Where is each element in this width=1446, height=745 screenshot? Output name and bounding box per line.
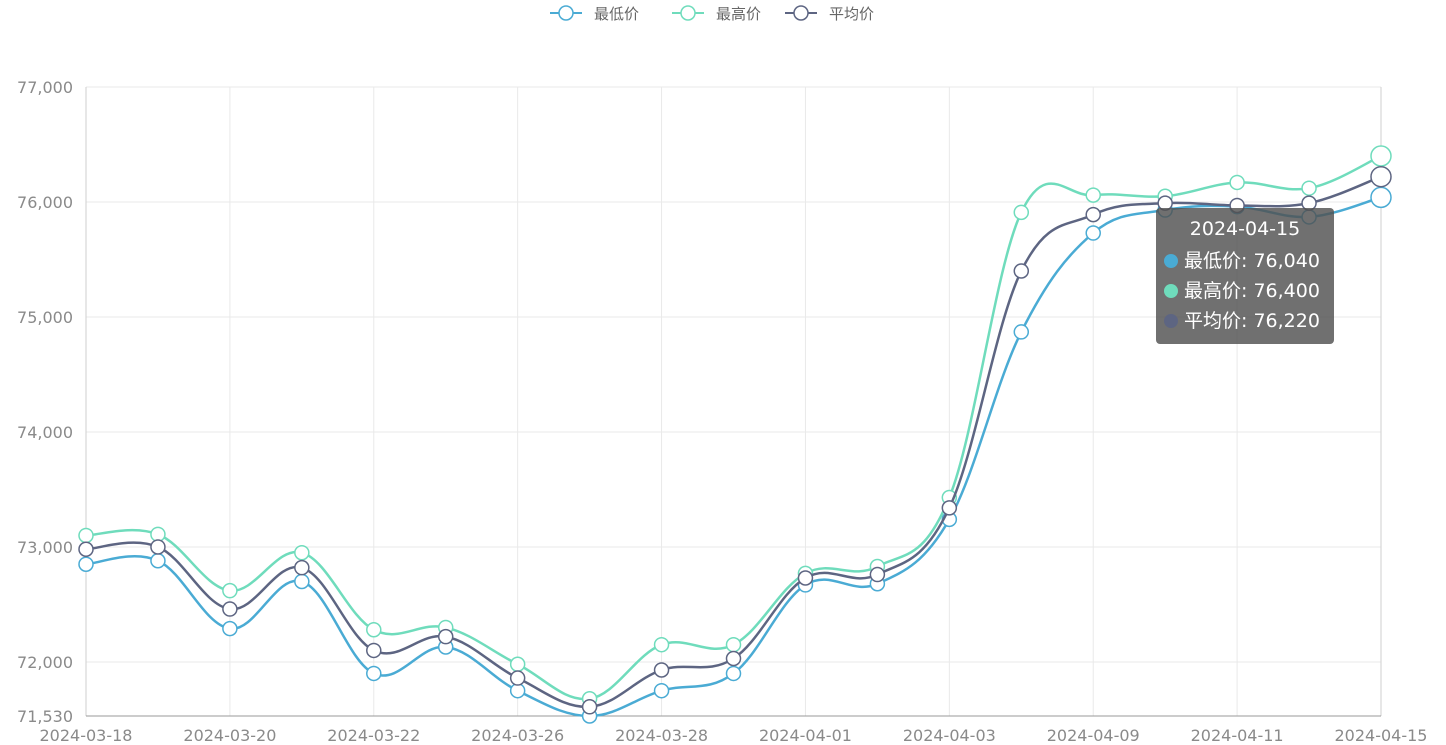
data-point-avg [509,670,526,686]
data-point-avg [581,699,598,715]
legend-label-avg: 平均价 [829,5,874,23]
legend-label-low: 最低价 [594,5,639,23]
data-point-avg [78,541,94,558]
tooltip: 2024-04-15 最低价: 76,040 最高价: 76,400 平均价: … [1156,208,1334,344]
tooltip-row-avg: 平均价: 76,220 [1164,306,1326,336]
data-point-high [294,544,310,561]
y-tick-label: 74,000 [17,423,73,442]
x-tick-label: 2024-04-09 [1047,726,1140,745]
data-point-low [150,553,166,569]
data-point-low [78,556,94,572]
data-point-avg [725,650,742,667]
y-tick-label: 71,530 [17,707,73,726]
data-point-high [1085,187,1101,203]
tooltip-row-avg-text: 平均价: 76,220 [1184,310,1320,332]
legend-item-high[interactable]: 最高价 [672,5,761,23]
x-tick-label: 2024-04-01 [759,726,852,745]
y-tick-label: 76,000 [17,193,73,212]
legend[interactable]: 最低价 最高价 平均价 [550,5,874,23]
legend-item-avg[interactable]: 平均价 [785,5,874,23]
data-point-low [222,620,238,637]
tooltip-dot-avg [1164,314,1178,328]
data-point-high [1301,180,1317,196]
data-point-high [509,656,526,673]
data-point-avg [941,500,958,516]
x-tick-label: 2024-03-28 [615,726,708,745]
y-tick-label: 72,000 [17,653,73,672]
y-tick-label: 77,000 [17,78,73,97]
x-tick-label: 2024-03-26 [471,726,564,745]
legend-label-high: 最高价 [716,5,761,23]
x-tick-label: 2024-03-22 [327,726,420,745]
data-point-high [725,636,742,653]
tooltip-row-low-text: 最低价: 76,040 [1184,250,1320,272]
data-point-avg [797,570,814,586]
legend-item-low[interactable]: 最低价 [550,5,639,23]
x-tick-label: 2024-04-15 [1335,726,1428,745]
legend-circle-icon [793,5,809,21]
data-point-low [653,682,670,699]
tooltip-row-high-text: 最高价: 76,400 [1184,280,1320,302]
y-tick-label: 73,000 [17,538,73,557]
grid-lines [85,86,1382,716]
data-point-avg [437,628,454,645]
data-point-high [78,527,94,544]
data-point-avg [653,662,670,678]
x-tick-label: 2024-03-20 [183,726,276,745]
legend-circle-icon [558,5,574,21]
tooltip-dot-low [1164,254,1178,268]
series-layer [78,145,1392,724]
data-point-high [653,636,670,653]
data-point-avg [869,566,886,583]
x-tick-label: 2024-03-18 [40,726,133,745]
legend-circle-icon [680,5,696,21]
data-point-high [366,622,382,638]
data-point-high [1370,145,1392,167]
x-tick-label: 2024-04-03 [903,726,996,745]
x-tick-label: 2024-04-11 [1191,726,1284,745]
tooltip-dot-high [1164,284,1178,298]
tooltip-row-high: 最高价: 76,400 [1164,276,1326,306]
data-point-low [1370,186,1392,209]
data-point-avg [1085,206,1101,223]
data-point-low [725,665,742,682]
data-point-avg [1013,263,1030,279]
data-point-avg [294,559,310,576]
data-point-avg [1370,165,1392,188]
data-point-avg [366,642,382,659]
data-point-high [1013,204,1030,221]
series-avg [78,165,1392,715]
data-point-avg [150,539,166,555]
y-tick-label: 75,000 [17,308,73,327]
data-point-high [1229,174,1245,191]
data-point-low [294,573,310,590]
axes: 71,530 72,000 73,000 74,000 75,000 76,000 77,0… [17,78,1427,745]
tooltip-title: 2024-04-15 [1189,218,1301,240]
data-point-low [1085,225,1101,241]
data-point-low [366,665,382,682]
data-point-low [1013,324,1030,340]
data-point-avg [222,601,238,617]
tooltip-row-low: 最低价: 76,040 [1164,246,1326,276]
data-point-high [222,582,238,599]
